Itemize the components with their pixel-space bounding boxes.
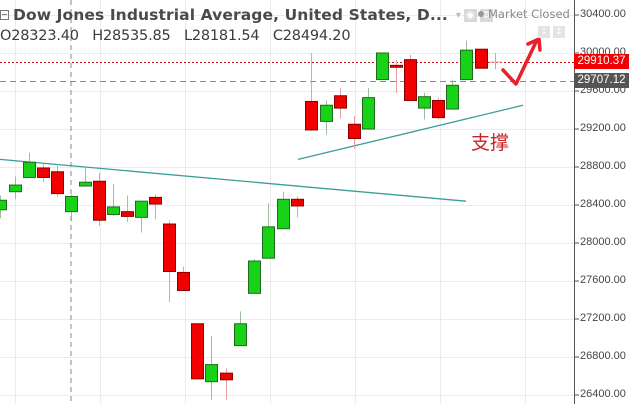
trendlines[interactable] (0, 104, 524, 202)
market-status-label: Market Closed (488, 7, 570, 21)
candle (65, 194, 78, 222)
candles (0, 40, 502, 400)
open-value: O28323.40 (0, 28, 79, 44)
candle (23, 152, 36, 178)
status-dot-icon (478, 11, 484, 17)
price-lines (0, 62, 574, 82)
candle (404, 54, 417, 102)
candle (220, 368, 233, 400)
price-axis-label: 28400.00 (580, 198, 626, 210)
resistance-trendline[interactable] (0, 158, 467, 202)
candle (135, 200, 148, 233)
candle (234, 311, 247, 347)
prev-close-tag: 29707.12 (574, 73, 629, 88)
candle (163, 220, 176, 302)
candle (79, 166, 92, 187)
scale-updown-icon[interactable]: ↕ (553, 26, 565, 38)
candle (277, 191, 290, 230)
candle (177, 266, 190, 292)
price-axis-label: 27200.00 (580, 312, 626, 324)
candle (0, 195, 7, 219)
ohlc-values: O28323.40 H28535.85 L28181.54 C28494.20 (0, 28, 493, 44)
scale-buttons: ↓ ↕ (538, 26, 565, 38)
price-axis-label: 28800.00 (580, 160, 626, 172)
candle (320, 100, 333, 135)
visibility-icon[interactable]: ◉ (463, 8, 477, 22)
candle (418, 92, 431, 120)
symbol-title[interactable]: Dow Jones Industrial Average, United Sta… (13, 6, 448, 24)
collapse-legend-icon[interactable] (0, 10, 9, 20)
candle (51, 164, 64, 197)
price-axis-ticks (575, 14, 579, 396)
check-arrow-annotation (501, 37, 542, 86)
low-value: L28181.54 (183, 28, 260, 44)
candle (149, 194, 162, 220)
candle (334, 88, 347, 119)
price-axis-label: 28000.00 (580, 236, 626, 248)
candle (376, 52, 389, 81)
candle (348, 115, 361, 149)
high-value: H28535.85 (92, 28, 171, 44)
candle (446, 79, 459, 110)
support-annotation: 支撑 (471, 132, 510, 154)
chevron-down-icon[interactable]: ▾ (455, 9, 461, 21)
market-status: Market Closed (478, 7, 570, 21)
price-axis-label: 30400.00 (580, 8, 626, 20)
candle (205, 336, 218, 400)
close-value: C28494.20 (272, 28, 351, 44)
scale-down-icon[interactable]: ↓ (538, 26, 550, 38)
candle (93, 172, 106, 226)
last-price-tag: 29910.37 (574, 54, 629, 69)
candle (37, 164, 50, 183)
support-trendline[interactable] (297, 104, 524, 161)
price-axis-label: 29200.00 (580, 122, 626, 134)
price-axis-label: 27600.00 (580, 274, 626, 286)
candle (460, 40, 473, 81)
candle (121, 195, 134, 223)
candle (262, 203, 275, 259)
candle (489, 53, 502, 70)
price-axis-label: 26800.00 (580, 350, 626, 362)
candle (362, 88, 375, 130)
candle (291, 196, 304, 218)
candle (305, 53, 318, 131)
chart-legend: Dow Jones Industrial Average, United Sta… (0, 3, 493, 44)
candle (107, 184, 120, 217)
candle (9, 176, 22, 200)
candle (248, 259, 261, 294)
candle (475, 48, 488, 69)
candle (191, 323, 204, 380)
candle (432, 97, 445, 120)
price-axis-label: 26400.00 (580, 388, 626, 400)
candle (390, 59, 403, 93)
